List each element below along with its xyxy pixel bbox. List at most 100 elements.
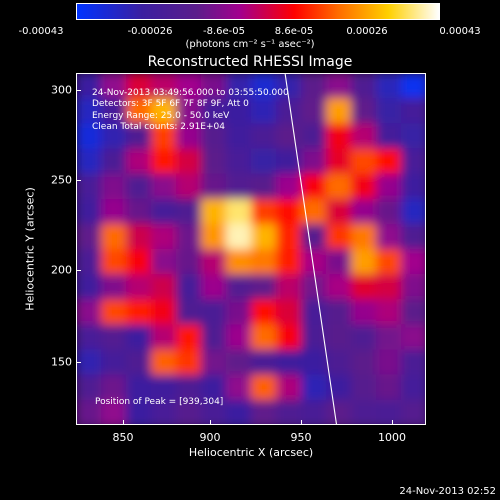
- heatmap-cell: [126, 299, 153, 327]
- heatmap-cell: [351, 198, 378, 226]
- heatmap-cell: [351, 173, 378, 201]
- heatmap-cell: [376, 299, 403, 327]
- y-tick-mark: [76, 270, 81, 271]
- heatmap-cell: [176, 374, 203, 402]
- heatmap-cell: [351, 98, 378, 126]
- heatmap-cell: [326, 349, 353, 377]
- heatmap-cell: [351, 374, 378, 402]
- heatmap-cell: [276, 374, 303, 402]
- heatmap-cell: [276, 324, 303, 352]
- heatmap-cell: [251, 274, 278, 302]
- heatmap-cell: [101, 349, 128, 377]
- heatmap-cell: [376, 223, 403, 251]
- heatmap-cell: [126, 349, 153, 377]
- colorbar-units: (photons cm⁻² s⁻¹ asec⁻²): [185, 39, 315, 50]
- heatmap-cell: [326, 223, 353, 251]
- heatmap-cell: [401, 198, 425, 226]
- heatmap-cell: [376, 74, 403, 101]
- heatmap-cell: [276, 299, 303, 327]
- info-detectors: Detectors: 3F 5F 6F 7F 8F 9F, Att 0: [92, 99, 249, 109]
- y-tick-mark: [76, 180, 81, 181]
- y-tick-label: 200: [51, 263, 72, 277]
- heatmap-cell: [326, 374, 353, 402]
- x-tick-mark: [123, 420, 124, 425]
- heatmap-cell: [401, 148, 425, 176]
- heatmap-cell: [77, 324, 103, 352]
- x-tick-label: 1000: [378, 431, 406, 444]
- chart-title: Reconstructed RHESSI Image: [147, 54, 353, 70]
- x-tick-mark: [210, 420, 211, 425]
- heatmap-cell: [176, 173, 203, 201]
- heatmap-cell: [301, 148, 328, 176]
- x-tick-label: 850: [112, 431, 134, 444]
- heatmap-cell: [151, 98, 178, 126]
- heatmap-cell: [126, 74, 153, 101]
- x-tick-label: 950: [290, 431, 312, 444]
- heatmap-cell: [226, 349, 253, 377]
- heatmap-cell: [326, 274, 353, 302]
- heatmap-cell: [201, 274, 228, 302]
- heatmap-cell: [201, 374, 228, 402]
- heatmap-cell: [226, 399, 253, 424]
- heatmap-cell: [126, 374, 153, 402]
- x-tick-label: 900: [199, 431, 221, 444]
- heatmap-cell: [101, 249, 128, 277]
- colorbar-tick-2: -0.00026: [127, 26, 173, 37]
- heatmap-cell: [401, 399, 425, 424]
- heatmap-cell: [326, 173, 353, 201]
- heatmap-cell: [77, 98, 103, 126]
- heatmap-cell: [301, 374, 328, 402]
- heatmap-cell: [176, 98, 203, 126]
- heatmap-cell: [77, 74, 103, 101]
- heatmap-cell: [101, 148, 128, 176]
- heatmap-cell: [176, 299, 203, 327]
- heatmap-cell: [351, 74, 378, 101]
- heatmap-cell: [201, 399, 228, 424]
- heatmap-cell: [401, 123, 425, 151]
- heatmap-cell: [151, 349, 178, 377]
- y-tick-label: 150: [51, 355, 72, 369]
- heatmap-cell: [251, 349, 278, 377]
- x-axis-title: Heliocentric X (arcsec): [188, 446, 314, 459]
- heatmap-cell: [151, 74, 178, 101]
- heatmap-cell: [351, 123, 378, 151]
- heatmap-cell: [401, 223, 425, 251]
- heatmap-cell: [101, 299, 128, 327]
- heatmap-cell: [351, 299, 378, 327]
- heatmap-cell: [251, 249, 278, 277]
- heatmap-cell: [351, 399, 378, 424]
- heatmap-cell: [226, 123, 253, 151]
- heatmap-cell: [376, 123, 403, 151]
- heatmap-cell: [77, 173, 103, 201]
- heatmap-cell: [376, 349, 403, 377]
- heatmap-cell: [201, 349, 228, 377]
- colorbar-tick-4: 8.6e-05: [274, 26, 314, 37]
- heatmap-cell: [176, 249, 203, 277]
- heatmap-cell: [276, 173, 303, 201]
- heatmap-cell: [376, 399, 403, 424]
- heatmap-cell: [176, 223, 203, 251]
- heatmap-cell: [226, 274, 253, 302]
- x-tick-mark: [392, 420, 393, 425]
- heatmap-cell: [201, 324, 228, 352]
- heatmap-cell: [201, 98, 228, 126]
- heatmap-cell: [251, 98, 278, 126]
- heatmap-cell: [226, 249, 253, 277]
- heatmap-cell: [101, 198, 128, 226]
- heatmap-cell: [226, 148, 253, 176]
- heatmap-cell: [151, 374, 178, 402]
- heatmap-cell: [276, 223, 303, 251]
- heatmap-cell: [376, 374, 403, 402]
- heatmap-cell: [251, 148, 278, 176]
- heatmap-cell: [301, 74, 328, 101]
- heatmap-cell: [301, 223, 328, 251]
- heatmap-cell: [176, 148, 203, 176]
- heatmap-cell: [77, 198, 103, 226]
- heatmap-cell: [77, 274, 103, 302]
- heatmap-cell: [176, 399, 203, 424]
- heatmap-cell: [77, 148, 103, 176]
- heatmap-cell: [101, 274, 128, 302]
- heatmap-cell: [176, 123, 203, 151]
- colorbar-tick-1: -0.00043: [18, 26, 64, 37]
- heatmap-cell: [101, 399, 128, 424]
